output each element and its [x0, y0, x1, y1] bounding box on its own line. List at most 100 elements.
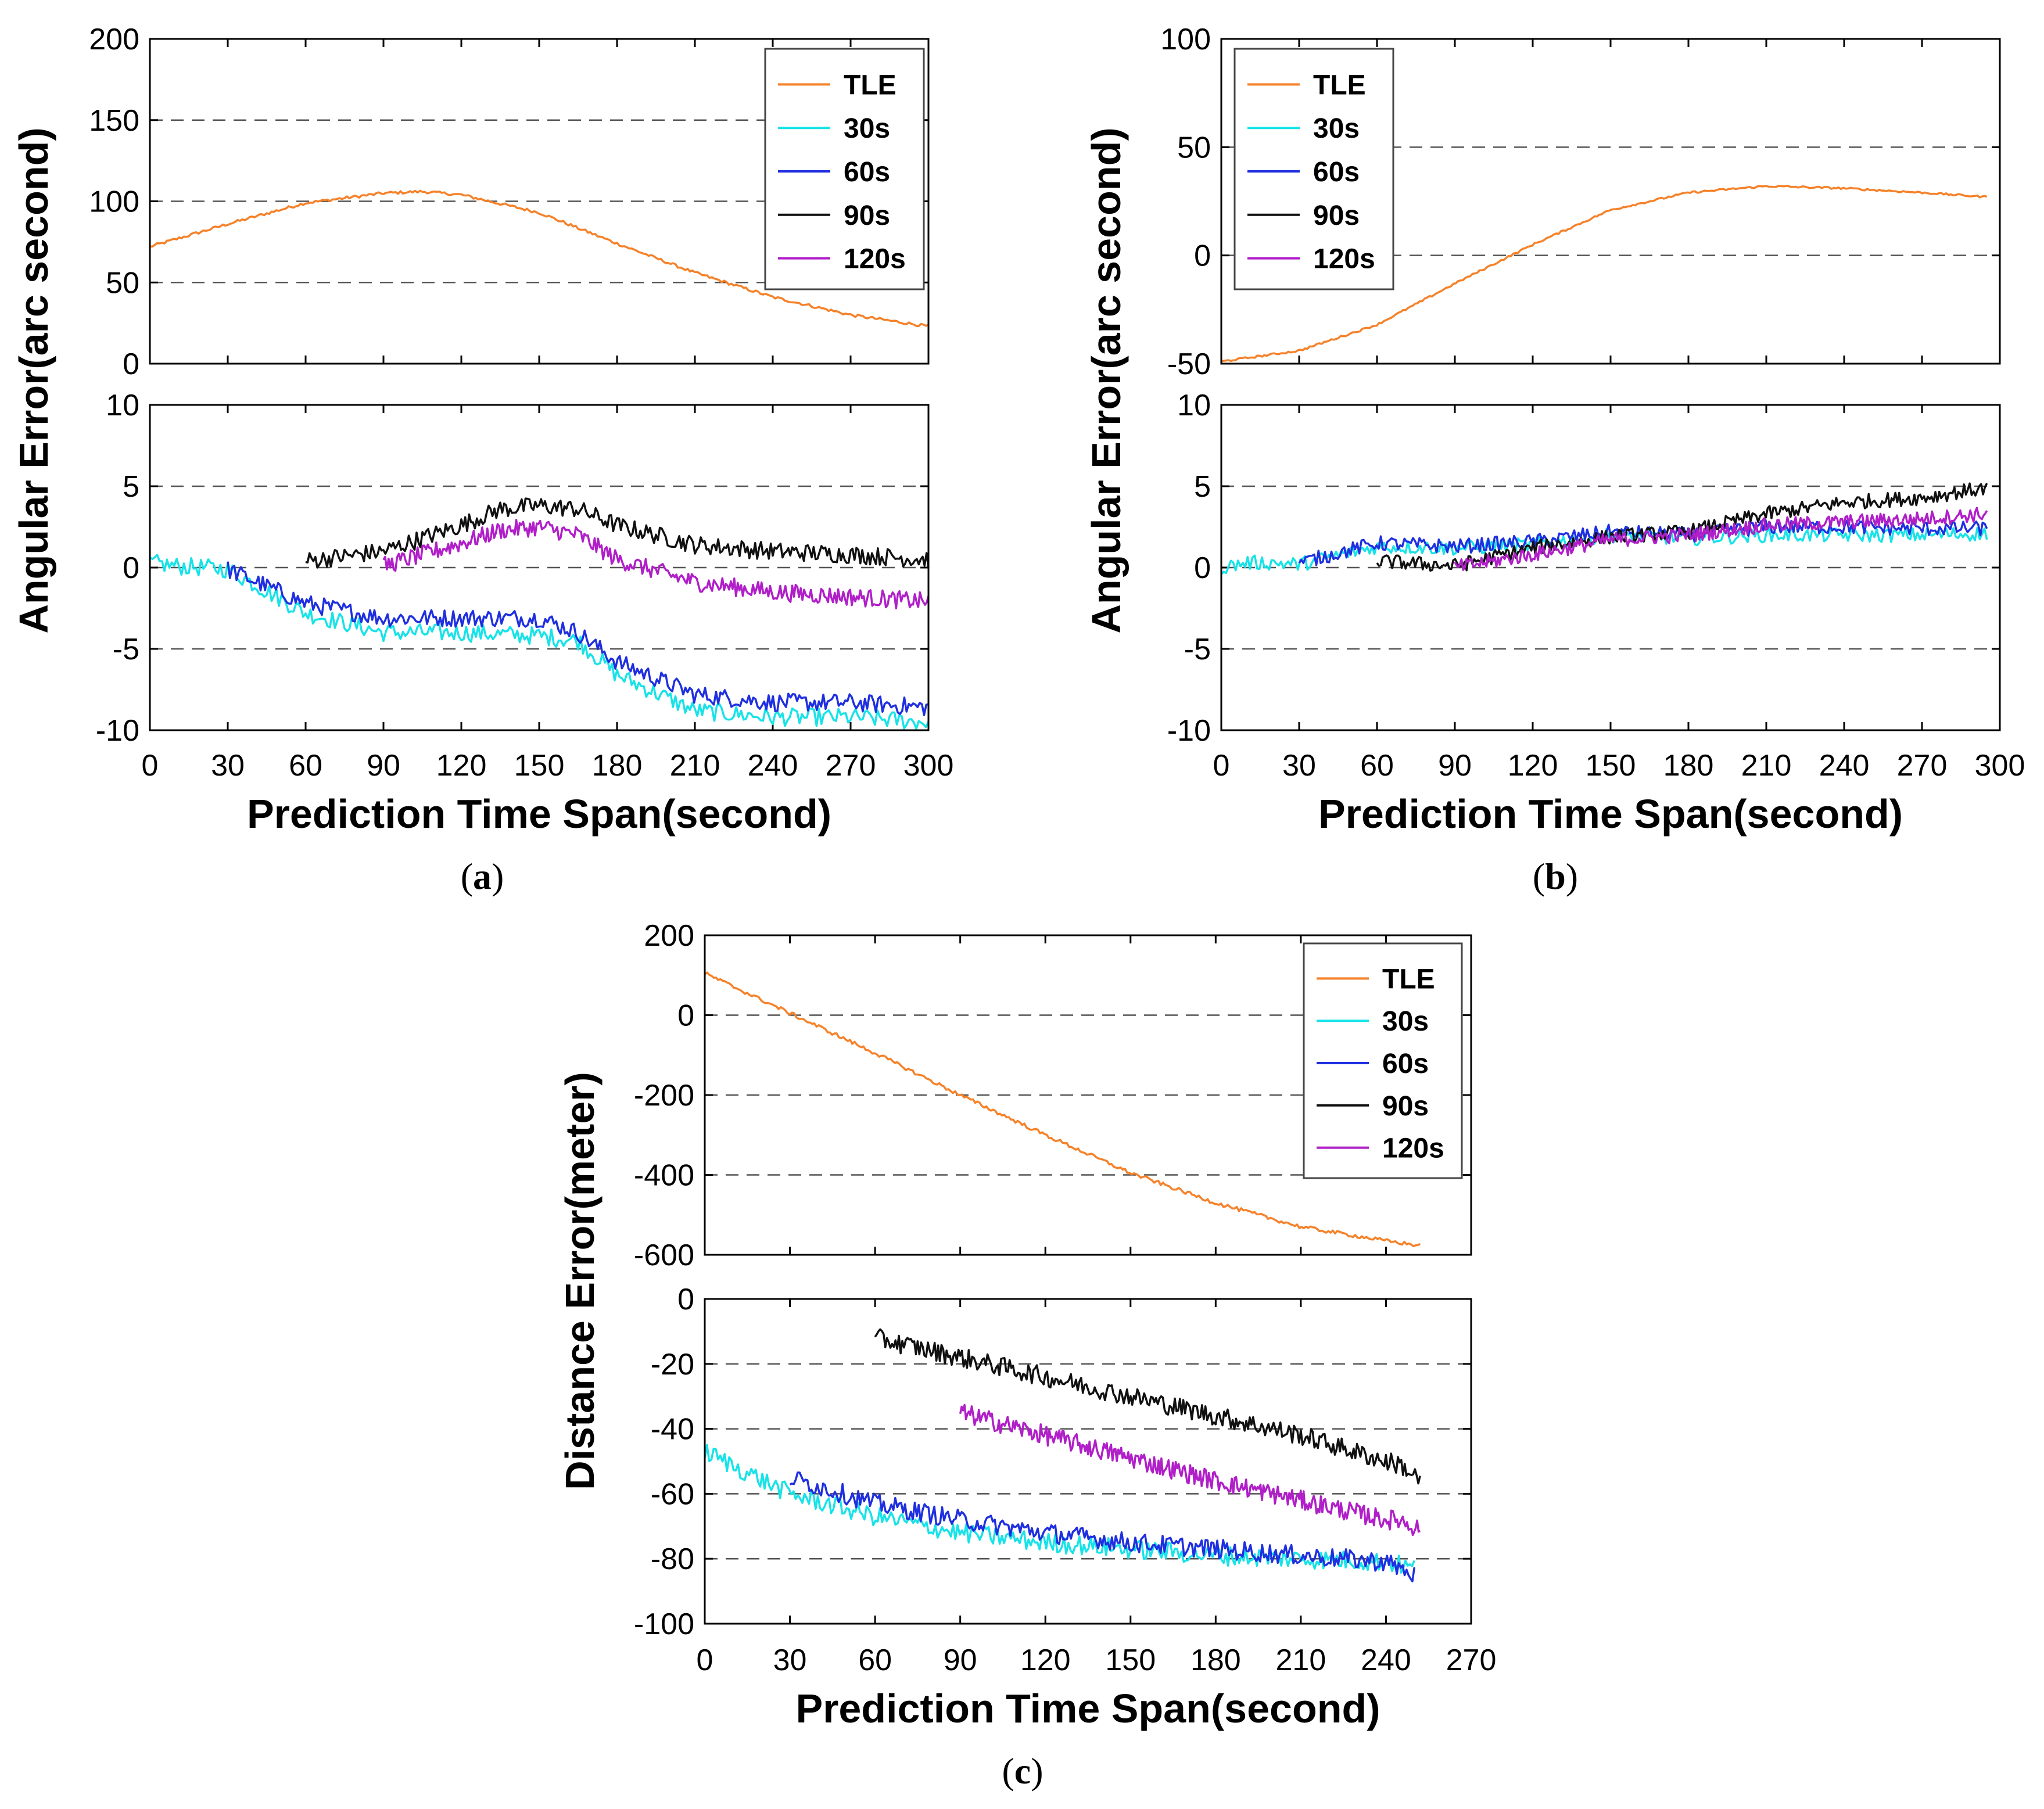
x-tick-label: 90: [367, 749, 400, 783]
x-tick-label: 210: [670, 749, 720, 783]
legend-label: 120s: [844, 244, 906, 275]
x-tick-label: 210: [1741, 749, 1792, 783]
y-tick-label: -60: [651, 1477, 694, 1511]
figure-caption: (c): [1002, 1750, 1043, 1792]
y-tick-label: -100: [634, 1607, 694, 1641]
chart-c-panel-2: -100 -80 -60 -40 -20 0: [634, 1283, 1472, 1641]
legend-label: 90s: [844, 200, 890, 231]
plot-frame: [704, 934, 1472, 1256]
y-tick-label: -200: [634, 1079, 694, 1112]
plot-frame: [1220, 404, 2001, 731]
chart-b-panel-1: -50 0 50 100: [1160, 23, 2001, 381]
x-tick-label: 60: [1360, 749, 1394, 783]
legend-label: TLE: [1382, 964, 1435, 995]
plot-frame: [704, 1298, 1472, 1625]
y-axis-label: Angular Error(arc second): [1084, 127, 1129, 633]
series-line-120s: [382, 519, 930, 610]
y-tick-label: 50: [1177, 131, 1211, 164]
legend: TLE 30s 60s 90s 120s: [764, 48, 925, 290]
legend-label: 60s: [1313, 157, 1360, 188]
legend-label: 120s: [1313, 244, 1375, 275]
plot-frame: [149, 404, 930, 731]
chart-b-panel-2: -10 -5 0 5 10: [1167, 389, 2001, 748]
x-tick-label: 30: [211, 749, 245, 783]
series-line-tle: [1221, 185, 1988, 362]
legend-label: 90s: [1382, 1091, 1429, 1122]
y-axis-label: Distance Error(meter): [557, 1072, 603, 1490]
figure-caption: (b): [1533, 856, 1578, 897]
x-tick-label: 180: [1190, 1643, 1241, 1677]
figure-caption: (a): [461, 856, 504, 897]
x-axis-label: Prediction Time Span(second): [795, 1686, 1380, 1731]
x-axis-label: Prediction Time Span(second): [1318, 791, 1903, 837]
x-tick-label: 120: [1508, 749, 1558, 783]
x-tick-label: 240: [1361, 1643, 1411, 1677]
y-tick-label: 200: [89, 23, 139, 56]
x-tick-label: 30: [1282, 749, 1316, 783]
series-line-90s: [874, 1328, 1421, 1485]
series-line-60s: [1298, 519, 1988, 566]
legend-label: 60s: [1382, 1049, 1429, 1079]
y-tick-label: -10: [96, 714, 139, 748]
x-tick-label: 300: [903, 749, 954, 783]
legend-label: TLE: [1313, 70, 1366, 100]
x-tick-label: 90: [1438, 749, 1472, 783]
y-tick-label: -80: [651, 1542, 694, 1576]
x-tick-label: 150: [514, 749, 565, 783]
y-tick-label: -5: [113, 633, 139, 666]
series-line-30s: [149, 554, 930, 730]
legend-label: 30s: [1313, 113, 1360, 144]
series-line-120s: [1454, 507, 1988, 571]
y-tick-label: 0: [677, 999, 694, 1033]
y-tick-label: 150: [89, 104, 139, 138]
x-tick-label: 240: [1819, 749, 1870, 783]
legend-box: [764, 48, 925, 290]
x-tick-label: 180: [592, 749, 643, 783]
y-tick-label: -20: [651, 1348, 694, 1381]
y-tick-label: 50: [106, 266, 139, 300]
y-tick-label: 0: [1194, 551, 1211, 585]
x-tick-label: 150: [1105, 1643, 1156, 1677]
x-tick-label: 60: [858, 1643, 892, 1677]
y-tick-label: -400: [634, 1159, 694, 1193]
plot-frame: [149, 38, 930, 365]
x-tick-label: 150: [1586, 749, 1636, 783]
y-tick-label: 200: [644, 919, 694, 953]
y-tick-label: 5: [123, 470, 139, 504]
y-tick-label: -600: [634, 1239, 694, 1272]
y-tick-label: 0: [123, 551, 139, 585]
x-tick-label: 270: [1897, 749, 1948, 783]
x-tick-label: 210: [1276, 1643, 1326, 1677]
legend-label: 60s: [844, 157, 890, 188]
y-tick-label: 0: [677, 1283, 694, 1316]
x-tick-label: 120: [1020, 1643, 1071, 1677]
series-line-120s: [959, 1404, 1421, 1537]
chart-a-panel-2: -10 -5 0 5 10: [96, 389, 930, 748]
y-tick-label: 0: [123, 347, 139, 381]
x-tick-label: 0: [1213, 749, 1230, 783]
legend-label: 90s: [1313, 200, 1360, 231]
plot-frame: [1220, 38, 2001, 365]
x-tick-label: 30: [773, 1643, 807, 1677]
y-tick-label: 10: [1177, 389, 1211, 422]
x-tick-label: 60: [289, 749, 322, 783]
series-line-60s: [789, 1471, 1416, 1582]
series-line-tle: [704, 971, 1421, 1247]
legend-label: TLE: [844, 70, 897, 100]
x-tick-label: 300: [1975, 749, 2025, 783]
series-line-90s: [305, 497, 930, 569]
x-tick-label: 0: [142, 749, 159, 783]
legend-label: 30s: [1382, 1006, 1429, 1037]
y-tick-label: 10: [106, 389, 139, 422]
y-axis-label: Angular Error(arc second): [11, 127, 56, 633]
x-tick-label: 240: [748, 749, 798, 783]
legend: TLE 30s 60s 90s 120s: [1233, 48, 1394, 290]
series-line-60s: [227, 561, 929, 716]
x-tick-label: 90: [944, 1643, 977, 1677]
legend-label: 120s: [1382, 1133, 1444, 1164]
legend: TLE 30s 60s 90s 120s: [1303, 942, 1463, 1179]
chart-a-panel-1: 0 50 100 150 200: [89, 23, 930, 381]
